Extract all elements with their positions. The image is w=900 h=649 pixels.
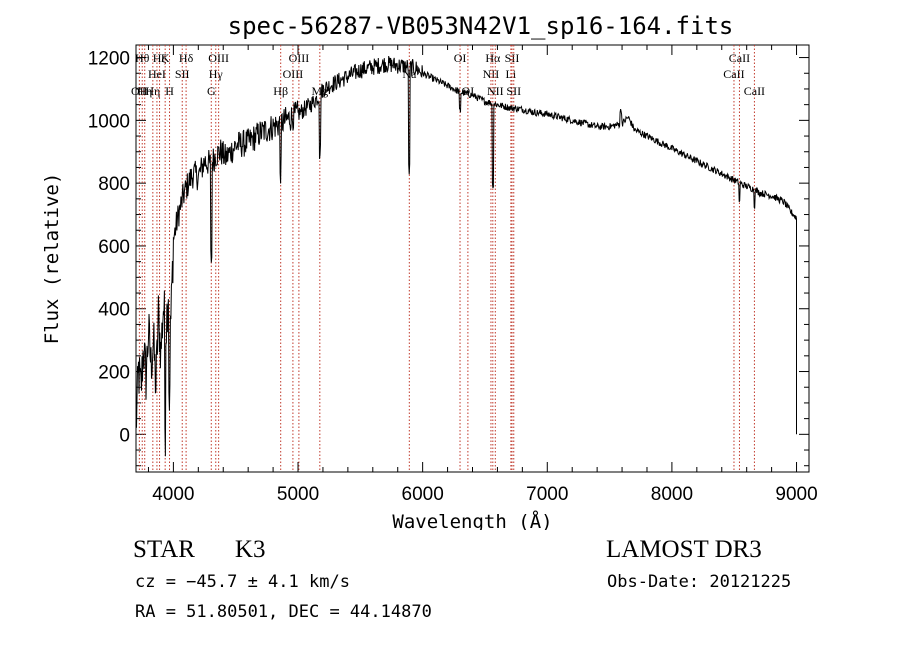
object-subclass: K3 <box>234 536 266 563</box>
line-marker-label: NII <box>483 67 500 81</box>
plot-frame <box>135 44 810 473</box>
survey-label: LAMOST DR3 <box>606 536 762 563</box>
x-tick-label: 4000 <box>152 484 194 505</box>
redshift-readout: cz = −45.7 ± 4.1 km/s <box>135 572 350 592</box>
obs-date: Obs-Date: 20121225 <box>607 572 792 592</box>
y-tick-label: 1200 <box>88 49 130 70</box>
x-tick-label: 5000 <box>277 484 319 505</box>
line-marker-label: CaII <box>723 67 744 81</box>
x-axis-label: Wavelength (Å) <box>392 510 552 530</box>
line-marker-label: Hδ <box>179 51 194 65</box>
line-marker-label: Hα <box>485 51 501 65</box>
line-marker-label: SII <box>175 67 190 81</box>
line-marker-label: Hη <box>145 84 160 98</box>
coordinates-readout: RA = 51.80501, DEC = 44.14870 <box>135 602 432 622</box>
line-marker-label: H <box>165 84 174 98</box>
line-marker-label: SII <box>506 84 521 98</box>
line-marker-label: OIII <box>208 51 229 65</box>
y-tick-label: 200 <box>98 363 130 384</box>
line-marker-label: Hθ <box>135 51 150 65</box>
line-marker-label: G <box>207 84 216 98</box>
line-marker-label: K <box>161 51 170 65</box>
object-class: STAR <box>133 536 195 563</box>
line-marker-label: CaII <box>729 51 750 65</box>
y-axis-label: Flux (relative) <box>41 173 63 345</box>
line-marker-label: Hβ <box>273 84 288 98</box>
y-tick-label: 600 <box>98 237 130 258</box>
y-tick-label: 400 <box>98 300 130 321</box>
x-tick-label: 9000 <box>775 484 817 505</box>
spectrum-line <box>135 55 797 457</box>
line-marker-label: OII <box>131 84 148 98</box>
y-tick-label: 800 <box>98 174 130 195</box>
line-marker-label: SII <box>505 51 520 65</box>
x-tick-label: 8000 <box>651 484 693 505</box>
line-marker-label: OIII <box>283 67 304 81</box>
x-tick-label: 6000 <box>402 484 444 505</box>
line-marker-label: CaII <box>744 84 765 98</box>
line-marker-label: HeI <box>148 67 166 81</box>
line-marker-label: OI <box>454 51 467 65</box>
line-marker-label: Hη <box>137 84 152 98</box>
y-tick-label: 0 <box>119 425 130 446</box>
object-class-label: STAR K3 <box>133 536 265 564</box>
line-marker-label: NII <box>487 84 504 98</box>
line-marker-label: OIII <box>289 51 310 65</box>
chart-title: spec-56287-VB053N42V1_sp16-164.fits <box>228 12 734 40</box>
line-marker-label: Hζ <box>153 51 167 65</box>
line-marker-label: Li <box>506 67 517 81</box>
y-tick-label: 1000 <box>88 111 130 132</box>
x-tick-label: 7000 <box>526 484 568 505</box>
line-marker-label: Hγ <box>209 67 224 81</box>
